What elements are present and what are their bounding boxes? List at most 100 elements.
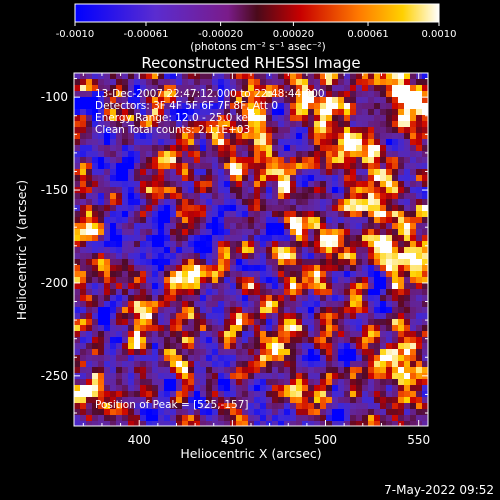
- heatmap-cell: [92, 421, 98, 426]
- heatmap-cell: [212, 103, 218, 109]
- heatmap-cell: [386, 181, 392, 187]
- heatmap-cell: [200, 349, 206, 355]
- heatmap-cell: [110, 247, 116, 253]
- heatmap-cell: [416, 331, 422, 337]
- heatmap-cell: [218, 163, 224, 169]
- heatmap-cell: [362, 157, 368, 163]
- heatmap-cell: [398, 355, 404, 361]
- heatmap-cell: [374, 115, 380, 121]
- heatmap-cell: [344, 397, 350, 403]
- heatmap-cell: [206, 73, 212, 79]
- heatmap-cell: [248, 319, 254, 325]
- heatmap-cell: [326, 289, 332, 295]
- heatmap-cell: [248, 241, 254, 247]
- heatmap-cell: [398, 157, 404, 163]
- heatmap-cell: [182, 145, 188, 151]
- heatmap-cell: [302, 157, 308, 163]
- heatmap-cell: [290, 391, 296, 397]
- heatmap-cell: [80, 277, 86, 283]
- heatmap-cell: [290, 211, 296, 217]
- heatmap-cell: [386, 133, 392, 139]
- heatmap-cell: [218, 337, 224, 343]
- chart-title: Reconstructed RHESSI Image: [141, 54, 360, 72]
- heatmap-cell: [278, 301, 284, 307]
- heatmap-cell: [374, 289, 380, 295]
- heatmap-cell: [236, 349, 242, 355]
- heatmap-cell: [170, 319, 176, 325]
- heatmap-cell: [410, 163, 416, 169]
- heatmap-cell: [386, 223, 392, 229]
- heatmap-cell: [356, 331, 362, 337]
- heatmap-cell: [200, 121, 206, 127]
- heatmap-cell: [200, 223, 206, 229]
- heatmap-cell: [398, 379, 404, 385]
- heatmap-cell: [182, 121, 188, 127]
- heatmap-cell: [176, 331, 182, 337]
- heatmap-cell: [356, 175, 362, 181]
- heatmap-cell: [254, 211, 260, 217]
- heatmap-cell: [266, 85, 272, 91]
- heatmap-cell: [326, 97, 332, 103]
- heatmap-cell: [386, 415, 392, 421]
- heatmap-cell: [230, 403, 236, 409]
- heatmap-cell: [80, 253, 86, 259]
- heatmap-cell: [278, 415, 284, 421]
- heatmap-cell: [176, 301, 182, 307]
- heatmap-cell: [152, 415, 158, 421]
- heatmap-cell: [308, 271, 314, 277]
- heatmap-cell: [182, 253, 188, 259]
- heatmap-cell: [278, 283, 284, 289]
- heatmap-cell: [368, 157, 374, 163]
- heatmap-cell: [356, 205, 362, 211]
- heatmap-cell: [158, 349, 164, 355]
- heatmap-cell: [86, 367, 92, 373]
- heatmap-cell: [344, 169, 350, 175]
- heatmap-cell: [236, 181, 242, 187]
- heatmap-cell: [92, 265, 98, 271]
- heatmap-cell: [182, 229, 188, 235]
- heatmap-cell: [158, 307, 164, 313]
- heatmap-cell: [152, 217, 158, 223]
- heatmap-cell: [206, 211, 212, 217]
- heatmap-cell: [176, 79, 182, 85]
- heatmap-cell: [404, 283, 410, 289]
- heatmap-cell: [404, 109, 410, 115]
- heatmap-cell: [218, 397, 224, 403]
- heatmap-cell: [416, 211, 422, 217]
- heatmap-cell: [344, 361, 350, 367]
- heatmap-cell: [98, 343, 104, 349]
- heatmap-cell: [320, 343, 326, 349]
- heatmap-cell: [410, 331, 416, 337]
- heatmap-cell: [134, 217, 140, 223]
- heatmap-cell: [164, 85, 170, 91]
- heatmap-cell: [224, 265, 230, 271]
- heatmap-cell: [362, 397, 368, 403]
- heatmap-cell: [272, 187, 278, 193]
- heatmap-cell: [170, 205, 176, 211]
- heatmap-cell: [122, 373, 128, 379]
- heatmap-cell: [350, 151, 356, 157]
- heatmap-cell: [314, 91, 320, 97]
- heatmap-cell: [224, 271, 230, 277]
- heatmap-cell: [134, 241, 140, 247]
- heatmap-cell: [284, 223, 290, 229]
- heatmap-cell: [260, 97, 266, 103]
- heatmap-cell: [146, 271, 152, 277]
- heatmap-cell: [122, 361, 128, 367]
- heatmap-cell: [362, 331, 368, 337]
- heatmap-cell: [164, 247, 170, 253]
- heatmap-cell: [350, 313, 356, 319]
- heatmap-cell: [296, 385, 302, 391]
- heatmap-cell: [86, 283, 92, 289]
- heatmap-cell: [338, 187, 344, 193]
- heatmap-cell: [284, 343, 290, 349]
- heatmap-cell: [278, 409, 284, 415]
- heatmap-cell: [134, 331, 140, 337]
- heatmap-cell: [290, 325, 296, 331]
- heatmap-cell: [128, 355, 134, 361]
- heatmap-cell: [296, 139, 302, 145]
- heatmap-cell: [194, 73, 200, 79]
- heatmap-cell: [362, 391, 368, 397]
- heatmap-cell: [248, 277, 254, 283]
- heatmap-cell: [380, 247, 386, 253]
